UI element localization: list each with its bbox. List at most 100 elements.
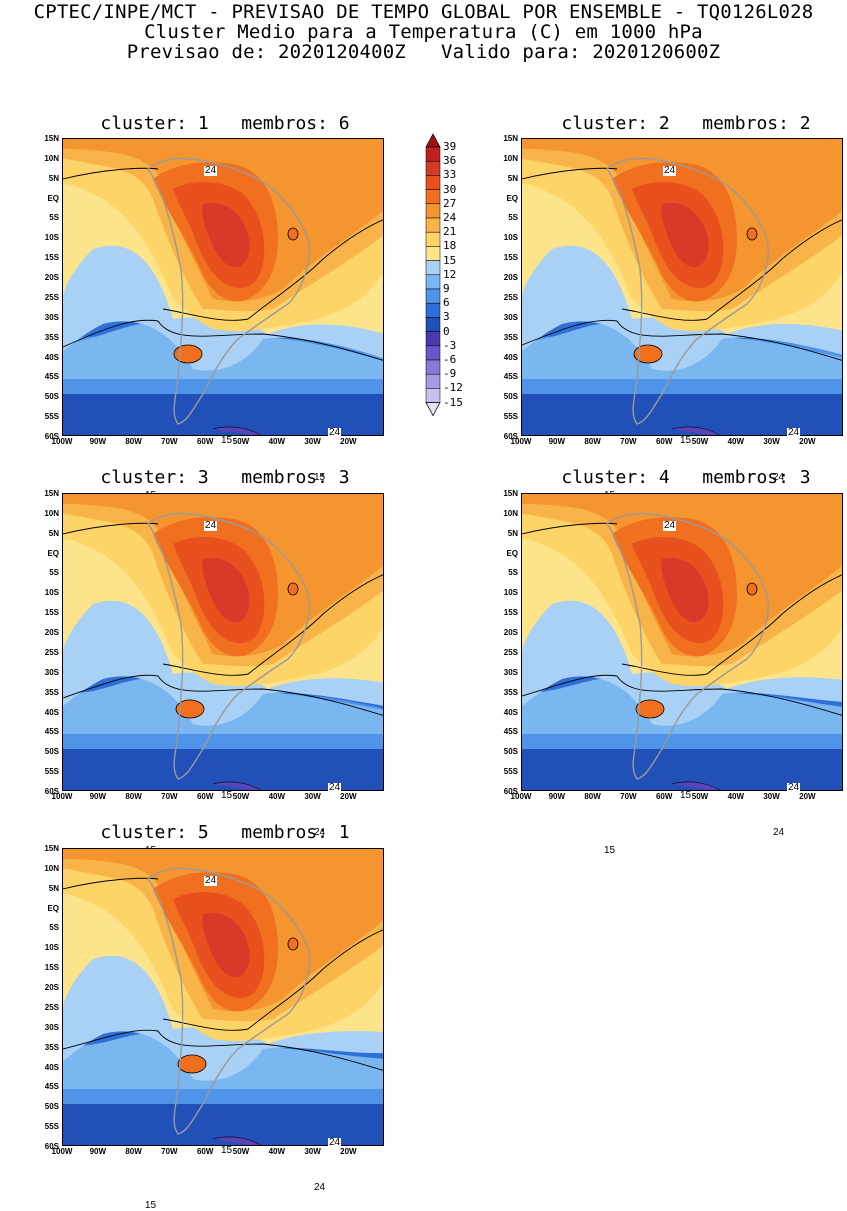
lat-tick-label: 60S (44, 432, 59, 441)
lon-tick-label: 90W (548, 437, 566, 446)
lat-tick-label: 10S (503, 233, 518, 243)
colorbar-label: 39 (443, 140, 457, 153)
temperature-map-cluster-4 (521, 493, 843, 791)
lat-tick-label: 30S (44, 312, 59, 322)
lon-tick-label: 80W (584, 437, 601, 446)
lat-tick-label: 55S (503, 412, 518, 422)
contour-label: 15 (220, 790, 234, 801)
temperature-map-cluster-1 (62, 138, 384, 436)
contour-label: 24 (787, 427, 801, 438)
lat-tick-label: 10N (44, 153, 59, 163)
lat-tick-label: 30S (44, 1022, 59, 1032)
lat-tick-label: 35S (503, 687, 518, 697)
contour-label: 15 (144, 1200, 158, 1211)
lat-tick-label: 10N (44, 508, 59, 518)
lon-tick-label: 60W (196, 792, 214, 801)
lon-tick-label: 90W (548, 792, 566, 801)
lon-tick-label: 30W (763, 437, 780, 446)
lat-tick-label: 60S (44, 1142, 59, 1151)
lon-tick-label: 30W (304, 1147, 321, 1156)
lat-tick-label: 35S (44, 687, 59, 697)
contour-label: 24 (328, 782, 342, 793)
panel-title-4: cluster: 4 membros: 3 (561, 467, 811, 488)
panel-title-3: cluster: 3 membros: 3 (100, 467, 350, 488)
colorbar-label: 9 (443, 282, 450, 295)
lat-tick-label: 10S (503, 588, 518, 598)
lon-tick-label: 100W (51, 437, 73, 446)
lat-tick-label: 5N (507, 173, 518, 183)
lat-tick-label: 30S (503, 312, 518, 322)
lat-tick-label: 15S (503, 608, 518, 618)
lat-tick-label: 55S (503, 767, 518, 777)
contour-label: 24 (204, 165, 218, 176)
lat-tick-label: 10N (44, 863, 59, 873)
lon-tick-label: 100W (510, 792, 532, 801)
lat-tick-label: 25S (44, 647, 59, 657)
lat-tick-label: 5N (507, 528, 518, 538)
lat-tick-label: 35S (44, 1042, 59, 1052)
lat-tick-label: 40S (44, 1062, 59, 1072)
lat-tick-label: 60S (503, 432, 518, 441)
colorbar-label: 15 (443, 253, 457, 267)
lat-tick-label: 5N (48, 528, 59, 538)
lat-tick-label: 20S (503, 628, 518, 638)
lat-tick-label: 50S (44, 392, 59, 402)
temperature-map-cluster-5 (62, 848, 384, 1146)
lat-tick-label: 40S (44, 352, 59, 362)
lon-tick-label: 20W (799, 792, 816, 801)
colorbar-label: 33 (443, 168, 457, 182)
contour-label: 24 (663, 165, 677, 176)
lon-tick-label: 20W (340, 1147, 357, 1156)
colorbar-label: -15 (443, 395, 463, 409)
lon-tick-label: 70W (161, 792, 178, 801)
contour-label: 15 (220, 1145, 234, 1156)
lon-tick-label: 70W (161, 1147, 178, 1156)
lon-tick-label: 90W (89, 437, 107, 446)
lat-tick-label: 10S (44, 233, 59, 243)
lon-tick-label: 80W (584, 792, 601, 801)
lat-tick-label: 5S (508, 568, 518, 578)
lon-tick-label: 20W (340, 792, 357, 801)
lat-tick-label: 20S (503, 273, 518, 283)
lat-tick-label: 15S (44, 963, 59, 973)
lat-tick-label: 15S (44, 608, 59, 618)
colorbar-label: -6 (443, 353, 457, 366)
lat-tick-label: 30S (44, 667, 59, 677)
lon-tick-label: 20W (799, 437, 816, 446)
colorbar-label: -12 (443, 381, 463, 395)
lat-tick-label: 40S (44, 707, 59, 717)
contour-label: 24 (787, 782, 801, 793)
lat-tick-label: 10S (44, 943, 59, 953)
colorbar-label: 30 (443, 182, 457, 196)
lat-tick-label: 50S (503, 392, 518, 402)
lat-tick-label: 25S (44, 292, 59, 302)
lat-tick-label: 5S (508, 213, 518, 223)
lat-tick-label: EQ (506, 548, 518, 558)
temperature-map-cluster-3 (62, 493, 384, 791)
lat-tick-label: 45S (44, 372, 59, 382)
lat-tick-label: 35S (503, 332, 518, 342)
lon-tick-label: 60W (196, 437, 214, 446)
lon-tick-label: 50W (232, 437, 250, 446)
header-line-1: CPTEC/INPE/MCT - PREVISAO DE TEMPO GLOBA… (33, 1, 814, 23)
contour-label: 24 (772, 472, 786, 483)
lat-tick-label: EQ (47, 903, 59, 913)
colorbar-label: 18 (443, 239, 457, 253)
panel-title-5: cluster: 5 membros: 1 (100, 822, 350, 843)
contour-label: 24 (313, 1182, 327, 1193)
lat-tick-label: 50S (44, 1102, 59, 1112)
lat-tick-label: 55S (44, 1122, 59, 1132)
lat-tick-label: 5N (48, 883, 59, 893)
lat-tick-label: 45S (503, 372, 518, 382)
lon-tick-label: 50W (232, 792, 250, 801)
lat-tick-label: 50S (503, 747, 518, 757)
header-line-3: Previsao de: 2020120400Z Valido para: 20… (126, 41, 721, 63)
colorbar-label: 3 (443, 310, 450, 324)
lat-tick-label: 25S (503, 647, 518, 657)
lon-tick-label: 70W (620, 437, 637, 446)
lat-tick-label: EQ (47, 193, 59, 203)
contour-label: 15 (220, 435, 234, 446)
lat-tick-label: 15N (503, 489, 518, 498)
lat-tick-label: 15S (44, 253, 59, 263)
lat-tick-label: 30S (503, 667, 518, 677)
